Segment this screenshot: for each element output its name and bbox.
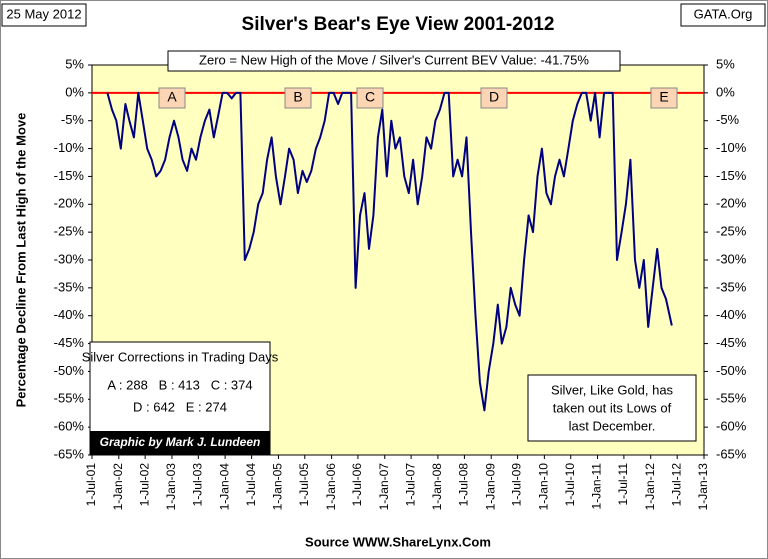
x-tick-label: 1-Jan-04 xyxy=(217,463,231,511)
marker-label: E xyxy=(659,89,668,105)
x-tick-label: 1-Jan-05 xyxy=(271,463,285,511)
y2-tick-label: -20% xyxy=(716,196,747,211)
y2-tick-label: -60% xyxy=(716,419,747,434)
y2-tick-label: -15% xyxy=(716,168,747,183)
y-tick-label: -25% xyxy=(54,224,85,239)
x-tick-label: 1-Jul-03 xyxy=(190,463,204,507)
header-note-box xyxy=(167,50,621,72)
y-tick-label: -55% xyxy=(54,391,85,406)
note-box xyxy=(527,374,697,442)
y2-tick-label: 0% xyxy=(716,84,735,99)
date-box xyxy=(1,3,87,27)
credit: Graphic by Mark J. Lundeen xyxy=(100,435,261,449)
marker-label: D xyxy=(489,89,499,105)
x-tick-label: 1-Jan-06 xyxy=(324,463,338,511)
x-tick-label: 1-Jul-07 xyxy=(403,463,417,507)
marker-box xyxy=(480,87,508,109)
x-tick-label: 1-Jan-12 xyxy=(643,463,657,511)
y2-tick-label: -45% xyxy=(716,335,747,350)
x-tick-label: 1-Jul-01 xyxy=(84,463,98,507)
x-tick-label: 1-Jan-13 xyxy=(696,463,710,511)
y-tick-label: -65% xyxy=(54,446,85,461)
y-tick-label: -35% xyxy=(54,279,85,294)
y-tick-label: -30% xyxy=(54,251,85,266)
marker-label: A xyxy=(167,89,177,105)
data-line xyxy=(106,91,673,412)
y-tick-label: 5% xyxy=(65,56,84,71)
legend-line: D : 642 E : 274 xyxy=(133,399,227,414)
date-label: 25 May 2012 xyxy=(6,6,81,21)
marker-box xyxy=(650,87,678,109)
corner-label: GATA.Org xyxy=(694,6,753,21)
chart-title: Silver's Bear's Eye View 2001-2012 xyxy=(242,14,555,35)
y2-tick-label: -50% xyxy=(716,363,747,378)
y2-tick-label: -65% xyxy=(716,446,747,461)
y-axis-label: Percentage Decline From Last High of the… xyxy=(13,113,28,408)
y2-tick-label: -10% xyxy=(716,140,747,155)
note-line: Silver, Like Gold, has xyxy=(551,382,674,397)
x-tick-label: 1-Jan-03 xyxy=(164,463,178,511)
y-tick-label: 0% xyxy=(65,84,84,99)
marker-label: C xyxy=(365,89,375,105)
x-tick-label: 1-Jul-12 xyxy=(669,463,683,507)
x-tick-label: 1-Jul-08 xyxy=(457,463,471,507)
y2-tick-label: 5% xyxy=(716,56,735,71)
x-tick-label: 1-Jan-11 xyxy=(590,463,604,510)
x-tick-label: 1-Jan-10 xyxy=(537,463,551,511)
note-line: last December. xyxy=(569,418,656,433)
x-tick-label: 1-Jul-10 xyxy=(563,463,577,507)
y-tick-label: -20% xyxy=(54,196,85,211)
x-tick-label: 1-Jan-08 xyxy=(430,463,444,511)
y-tick-label: -5% xyxy=(61,112,85,127)
x-tick-label: 1-Jul-06 xyxy=(350,463,364,507)
y-tick-label: -40% xyxy=(54,307,85,322)
x-tick-label: 1-Jul-05 xyxy=(297,463,311,507)
y2-tick-label: -55% xyxy=(716,391,747,406)
x-tick-label: 1-Jul-04 xyxy=(244,463,258,507)
y2-tick-label: -30% xyxy=(716,251,747,266)
note-line: taken out its Lows of xyxy=(553,400,672,415)
y2-tick-label: -5% xyxy=(716,112,740,127)
x-tick-label: 1-Jan-07 xyxy=(377,463,391,511)
x-tick-label: 1-Jul-02 xyxy=(137,463,151,507)
y-tick-label: -10% xyxy=(54,140,85,155)
corner-box xyxy=(680,3,766,27)
marker-box xyxy=(284,87,312,109)
x-tick-label: 1-Jul-11 xyxy=(616,463,630,506)
y-tick-label: -60% xyxy=(54,419,85,434)
y2-tick-label: -25% xyxy=(716,224,747,239)
y2-tick-label: -35% xyxy=(716,279,747,294)
marker-label: B xyxy=(293,89,302,105)
y-tick-label: -45% xyxy=(54,335,85,350)
legend-line: A : 288 B : 413 C : 374 xyxy=(107,377,252,392)
x-tick-label: 1-Jan-09 xyxy=(483,463,497,511)
x-tick-label: 1-Jul-09 xyxy=(510,463,524,507)
marker-box xyxy=(356,87,384,109)
y-tick-label: -50% xyxy=(54,363,85,378)
marker-box xyxy=(158,87,186,109)
legend-title: Silver Corrections in Trading Days xyxy=(82,349,279,364)
header-note: Zero = New High of the Move / Silver's C… xyxy=(199,52,589,67)
credit-bar xyxy=(90,431,270,454)
y-tick-label: -15% xyxy=(54,168,85,183)
y2-tick-label: -40% xyxy=(716,307,747,322)
source: Source WWW.ShareLynx.Com xyxy=(305,534,491,549)
x-tick-label: 1-Jan-02 xyxy=(111,463,125,511)
